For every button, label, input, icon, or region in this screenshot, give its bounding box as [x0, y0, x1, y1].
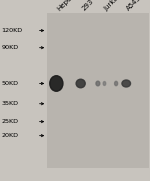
- Text: 120KD: 120KD: [2, 28, 23, 33]
- Ellipse shape: [96, 81, 100, 86]
- Text: A549: A549: [125, 0, 142, 12]
- Text: 20KD: 20KD: [2, 133, 18, 138]
- FancyBboxPatch shape: [47, 13, 148, 168]
- Text: 35KD: 35KD: [2, 101, 18, 106]
- Ellipse shape: [76, 79, 85, 88]
- Text: 50KD: 50KD: [2, 81, 18, 86]
- Text: Jurkat: Jurkat: [103, 0, 122, 12]
- Ellipse shape: [115, 81, 118, 86]
- Ellipse shape: [103, 82, 106, 85]
- Text: HepG2: HepG2: [56, 0, 77, 12]
- Text: 90KD: 90KD: [2, 45, 19, 50]
- Ellipse shape: [50, 76, 63, 91]
- Text: 25KD: 25KD: [2, 119, 18, 124]
- Text: 293: 293: [81, 0, 94, 12]
- Ellipse shape: [122, 80, 130, 87]
